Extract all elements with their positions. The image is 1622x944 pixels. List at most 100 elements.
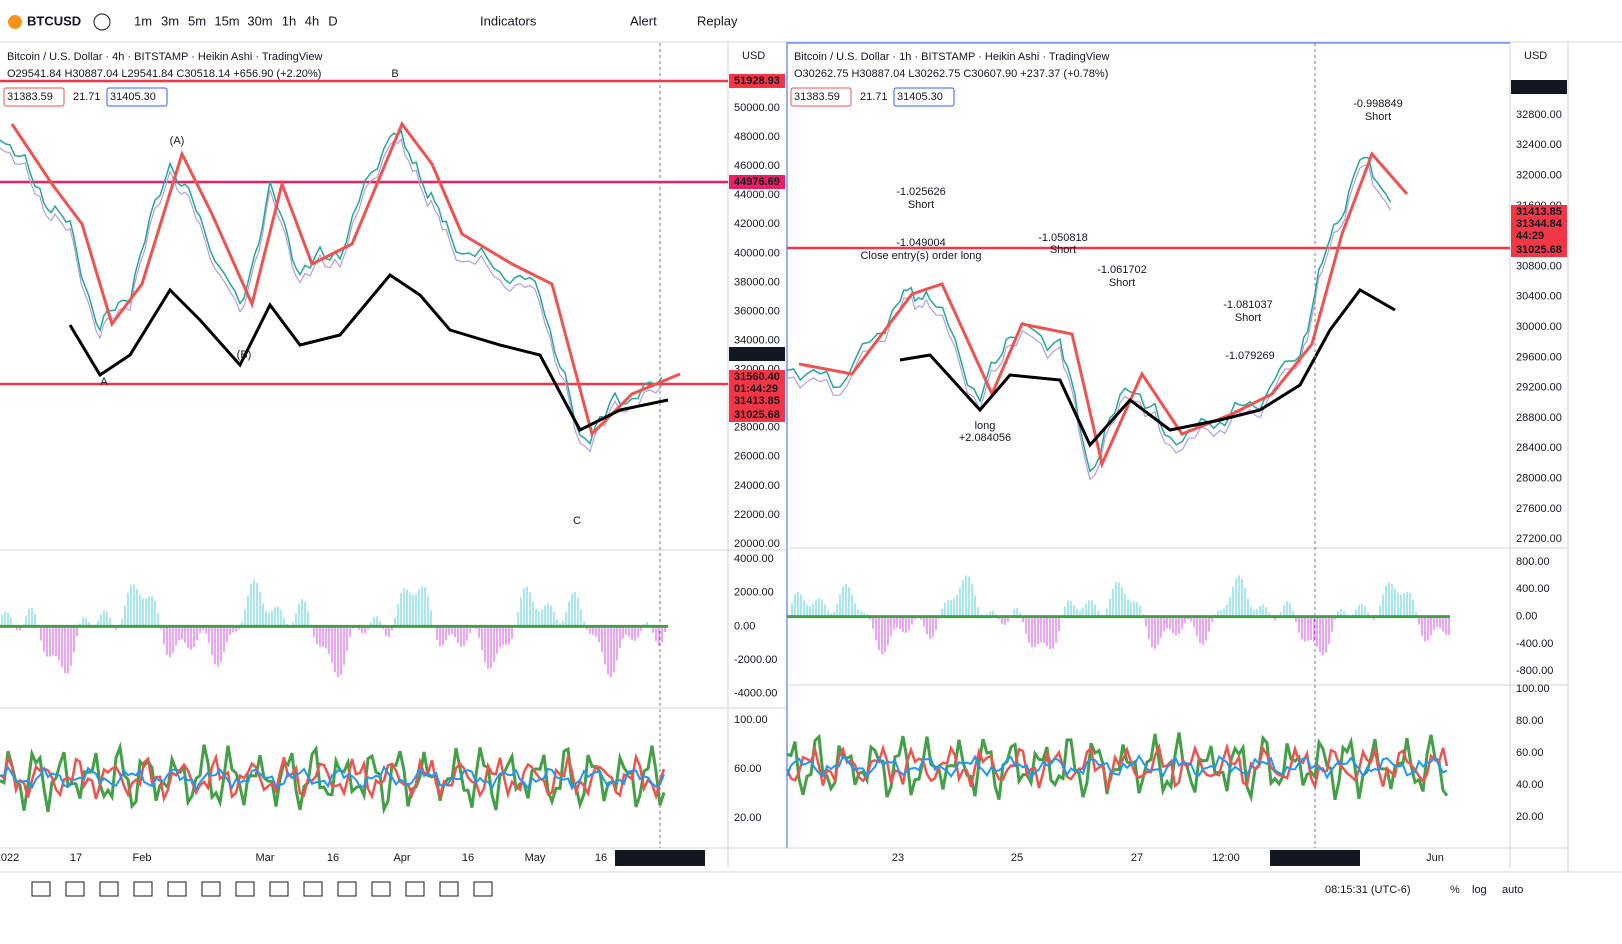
alert-button[interactable]: Alert bbox=[630, 13, 657, 28]
drawing-tool[interactable] bbox=[201, 881, 221, 897]
interval-button[interactable]: 5m bbox=[188, 13, 206, 28]
strategy-note: -1.049004 bbox=[896, 237, 946, 249]
price-label: 32000.00 bbox=[1516, 170, 1562, 182]
time-label: Feb bbox=[133, 852, 152, 864]
oscillator-label: 4000.00 bbox=[734, 553, 774, 565]
drawing-tool[interactable] bbox=[303, 881, 323, 897]
badge: 31383.59 bbox=[794, 91, 840, 103]
oscillator-label: -800.00 bbox=[1516, 665, 1553, 677]
time-label: Apr bbox=[393, 852, 410, 864]
rsi-label: 60.00 bbox=[734, 763, 762, 775]
rsi-label: 80.00 bbox=[1516, 715, 1544, 727]
price-label: 27600.00 bbox=[1516, 503, 1562, 515]
drawing-tool[interactable] bbox=[473, 881, 493, 897]
drawing-tool[interactable] bbox=[31, 881, 51, 897]
price-label: 24000.00 bbox=[734, 480, 780, 492]
oscillator-label: -2000.00 bbox=[734, 654, 777, 666]
rsi-label: 20.00 bbox=[734, 812, 762, 824]
strategy-note: -1.050818 bbox=[1038, 232, 1088, 244]
rsi-line bbox=[785, 742, 1449, 793]
wave-label: (A) bbox=[170, 135, 185, 147]
rsi-label: 60.00 bbox=[1516, 747, 1544, 759]
replay-button[interactable]: Replay bbox=[697, 13, 738, 28]
percent-toggle[interactable]: % bbox=[1450, 884, 1460, 896]
drawing-tool[interactable] bbox=[167, 881, 187, 897]
moving-average bbox=[68, 273, 669, 432]
chart-pane bbox=[0, 43, 728, 848]
drawing-tool[interactable] bbox=[133, 881, 153, 897]
rsi-line bbox=[0, 764, 665, 792]
currency-label: USD bbox=[1524, 50, 1547, 62]
strategy-note: long bbox=[975, 420, 996, 432]
price-label: 30800.00 bbox=[1516, 260, 1562, 272]
oscillator-label: 800.00 bbox=[1516, 556, 1550, 568]
price-label: 20000.00 bbox=[734, 538, 780, 550]
wave-label: B bbox=[391, 68, 398, 80]
price-label: 27200.00 bbox=[1516, 533, 1562, 545]
rsi-label: 20.00 bbox=[1516, 811, 1544, 823]
drawing-tool[interactable] bbox=[371, 881, 391, 897]
rsi-line bbox=[786, 732, 1449, 803]
toolbar bbox=[0, 0, 1622, 42]
price-marker-box bbox=[1511, 205, 1567, 219]
strategy-note: -1.061702 bbox=[1097, 264, 1147, 276]
log-toggle[interactable]: log bbox=[1472, 884, 1487, 896]
time-label: 27 bbox=[1131, 852, 1143, 864]
rsi-label: 100.00 bbox=[734, 714, 768, 726]
drawing-tool[interactable] bbox=[269, 881, 289, 897]
price-marker: 31025.68 bbox=[1516, 244, 1562, 256]
badge-box bbox=[106, 87, 168, 107]
price-label: 32800.00 bbox=[1516, 109, 1562, 121]
time-label: 2022 bbox=[0, 852, 19, 864]
interval-button[interactable]: 3m bbox=[161, 13, 179, 28]
interval-button[interactable]: D bbox=[328, 13, 337, 28]
price-line bbox=[0, 129, 663, 446]
interval-button[interactable]: 1m bbox=[134, 13, 152, 28]
drawing-tool[interactable] bbox=[337, 881, 357, 897]
price-marker: 44:29 bbox=[1516, 230, 1544, 242]
currency-label: USD bbox=[742, 50, 765, 62]
price-marker: 31025.68 bbox=[734, 409, 780, 421]
moving-average bbox=[798, 151, 1409, 469]
drawing-tool[interactable] bbox=[99, 881, 119, 897]
wave-label: A bbox=[100, 376, 108, 388]
interval-button[interactable]: 4h bbox=[305, 13, 319, 28]
badge-box bbox=[790, 87, 852, 107]
time-cursor-box bbox=[1270, 850, 1360, 866]
time-label: Mar bbox=[256, 852, 275, 864]
auto-toggle[interactable]: auto bbox=[1502, 884, 1523, 896]
price-marker-box bbox=[1511, 217, 1567, 231]
interval-button[interactable]: 15m bbox=[214, 13, 239, 28]
indicators-button[interactable]: Indicators bbox=[480, 13, 537, 28]
interval-button[interactable]: 1h bbox=[282, 13, 296, 28]
time-label: 25 bbox=[1011, 852, 1023, 864]
badge-box bbox=[3, 87, 65, 107]
oscillator-label: 0.00 bbox=[1516, 611, 1537, 623]
symbol[interactable]: BTCUSD bbox=[27, 13, 81, 28]
strategy-note: -1.079269 bbox=[1225, 350, 1275, 362]
price-marker: 44976.69 bbox=[734, 176, 780, 188]
rsi-label: 40.00 bbox=[1516, 779, 1544, 791]
time-label: May bbox=[525, 852, 546, 864]
price-label: 30400.00 bbox=[1516, 291, 1562, 303]
drawing-tool[interactable] bbox=[405, 881, 425, 897]
interval-button[interactable]: 30m bbox=[247, 13, 272, 28]
time-label: 23 bbox=[892, 852, 904, 864]
strategy-note: Short bbox=[908, 199, 934, 211]
drawing-tool[interactable] bbox=[65, 881, 85, 897]
drawing-tool[interactable] bbox=[439, 881, 459, 897]
time-label: 12:00 bbox=[1212, 852, 1240, 864]
time-label: 16 bbox=[595, 852, 607, 864]
price-label: 50000.00 bbox=[734, 102, 780, 114]
price-marker: 01:44:29 bbox=[734, 383, 778, 395]
add-symbol[interactable] bbox=[93, 13, 111, 31]
badge: 21.71 bbox=[73, 91, 101, 103]
badge: 21.71 bbox=[860, 91, 888, 103]
drawing-tool[interactable] bbox=[235, 881, 255, 897]
price-label: 28000.00 bbox=[734, 422, 780, 434]
price-label: 22000.00 bbox=[734, 509, 780, 521]
oscillator-label: -4000.00 bbox=[734, 688, 777, 700]
strategy-note: Short bbox=[1109, 277, 1135, 289]
rsi-line bbox=[0, 752, 666, 803]
